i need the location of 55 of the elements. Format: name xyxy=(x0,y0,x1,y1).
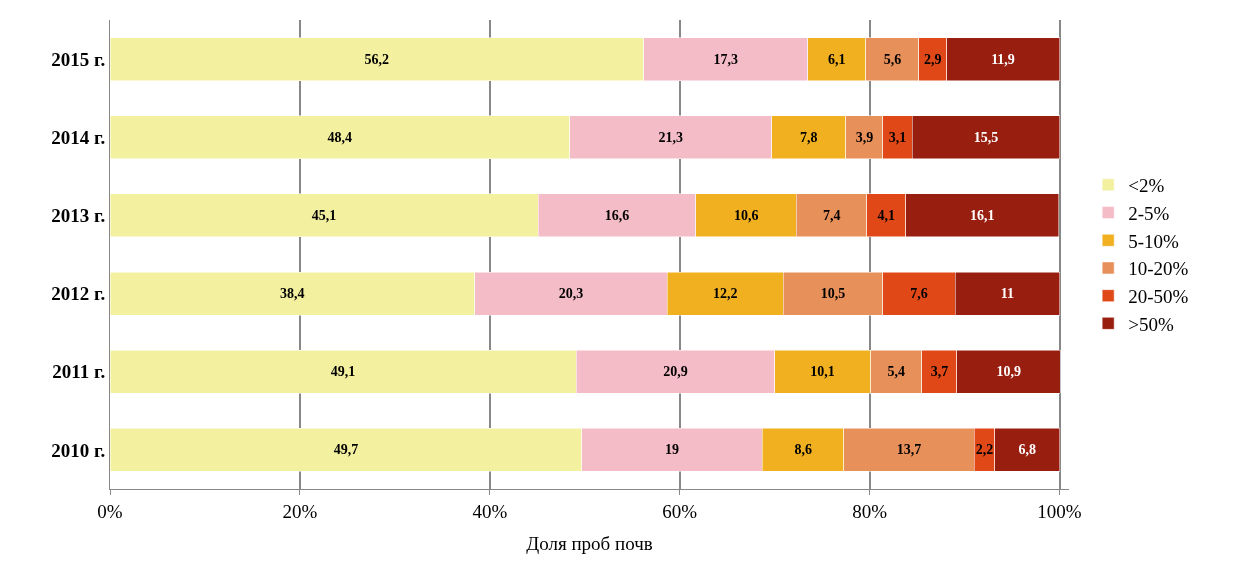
data-label: 11,9 xyxy=(991,51,1015,67)
data-label: 2,2 xyxy=(975,442,994,458)
data-label: 5,6 xyxy=(883,51,902,67)
data-label: 2,9 xyxy=(923,51,942,67)
data-label: 5,4 xyxy=(887,364,905,380)
data-label: 7,6 xyxy=(910,286,928,302)
legend-label: 5-10% xyxy=(1128,230,1180,252)
data-label: 45,1 xyxy=(311,207,337,223)
data-label: 6,8 xyxy=(1018,442,1036,458)
y-tick-label: 2011 г. xyxy=(52,361,106,383)
y-tick-label: 2012 г. xyxy=(51,283,106,305)
data-label: 10,5 xyxy=(820,286,846,302)
data-label: 4,1 xyxy=(877,207,895,223)
x-tick-label: 60% xyxy=(662,500,698,522)
y-tick-label: 2014 г. xyxy=(51,126,106,148)
data-label: 49,7 xyxy=(333,442,359,458)
data-label: 56,2 xyxy=(364,51,390,67)
data-label: 11 xyxy=(1000,286,1014,302)
y-tick-label: 2013 г. xyxy=(51,205,106,227)
legend-label: >50% xyxy=(1128,313,1174,335)
data-label: 12,2 xyxy=(713,286,738,302)
x-tick-label: 100% xyxy=(1037,500,1082,522)
y-tick-label: 2010 г. xyxy=(51,439,106,461)
legend-label: 10-20% xyxy=(1128,258,1189,280)
data-label: 7,4 xyxy=(822,207,841,223)
data-label: 10,9 xyxy=(996,364,1021,380)
x-tick-label: 20% xyxy=(282,500,318,522)
x-tick-label: 80% xyxy=(852,500,888,522)
data-label: 21,3 xyxy=(658,129,683,145)
data-label: 38,4 xyxy=(280,286,305,302)
data-label: 10,6 xyxy=(733,207,759,223)
data-label: 20,9 xyxy=(663,364,688,380)
data-label: 13,7 xyxy=(896,442,922,458)
legend-label: <2% xyxy=(1128,175,1165,197)
data-label: 3,1 xyxy=(888,129,907,145)
data-label: 8,6 xyxy=(794,442,812,458)
data-label: 3,7 xyxy=(930,364,949,380)
data-label: 16,6 xyxy=(604,207,630,223)
data-label: 16,1 xyxy=(969,207,995,223)
data-label: 49,1 xyxy=(330,364,356,380)
data-label: 17,3 xyxy=(713,51,739,67)
y-tick-label: 2015 г. xyxy=(51,48,106,70)
data-label: 48,4 xyxy=(327,129,353,145)
x-tick-label: 0% xyxy=(97,500,123,522)
data-label: 19 xyxy=(665,442,680,458)
data-label: 6,1 xyxy=(828,51,846,67)
data-label: 20,3 xyxy=(558,286,584,302)
x-axis-title: Доля проб почв xyxy=(526,532,653,554)
data-label: 3,9 xyxy=(855,129,874,145)
legend-label: 20-50% xyxy=(1128,286,1189,308)
data-label: 15,5 xyxy=(973,129,999,145)
x-tick-label: 40% xyxy=(472,500,508,522)
data-label: 7,8 xyxy=(800,129,818,145)
data-label: 10,1 xyxy=(810,364,835,380)
legend-label: 2-5% xyxy=(1128,202,1170,224)
